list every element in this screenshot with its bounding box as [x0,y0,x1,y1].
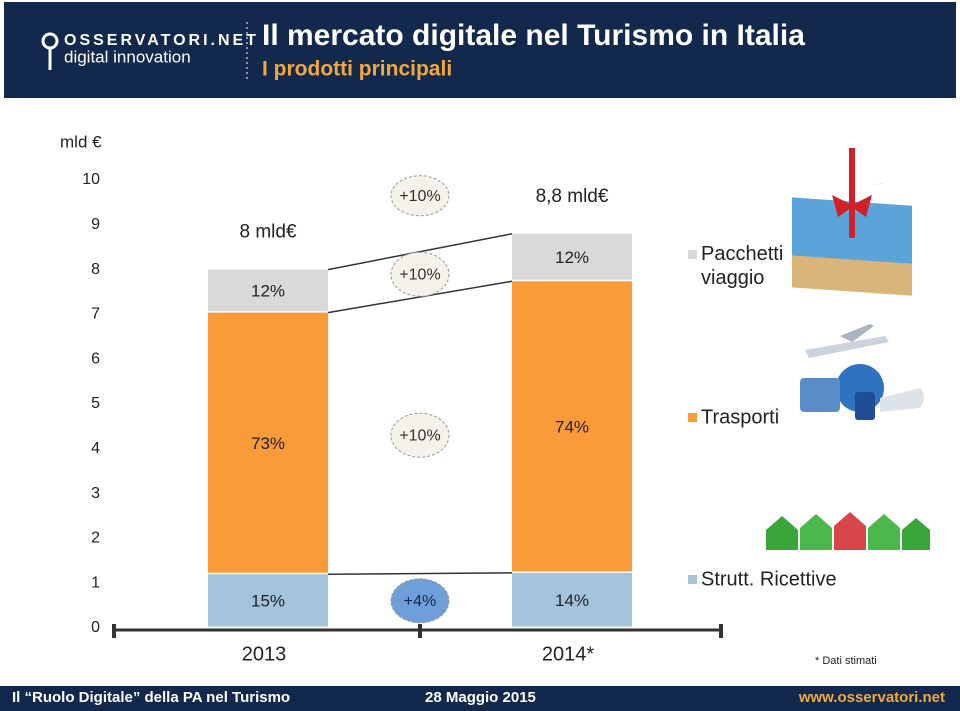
y-unit: mld € [60,132,102,151]
legend-label-line: viaggio [701,267,764,289]
y-tick-label: 2 [91,530,100,547]
connector [327,233,513,271]
legend-swatch [688,413,697,422]
y-tick-label: 0 [91,619,100,636]
growth-label: +10% [399,267,440,284]
y-tick-label: 7 [91,306,100,323]
footer-right: www.osservatori.net [798,689,945,706]
footer-left: Il “Ruolo Digitale” della PA nel Turismo [12,689,290,706]
total-growth-label: +10% [399,188,440,205]
y-tick-label: 4 [91,440,100,457]
growth-badge [390,175,450,217]
subtitle: I prodotti principali [262,58,452,81]
total-label: 8,8 mld€ [536,186,609,207]
share-label: 14% [555,591,589,610]
share-label: 12% [251,282,285,301]
bar-segment [512,572,632,627]
y-tick-label: 8 [91,261,100,278]
icon-gift [792,148,912,296]
legend-swatch [688,250,697,259]
icon-transport [800,324,924,420]
footer-band [0,686,960,711]
note: * Dati stimati [815,655,877,667]
title: Il mercato digitale nel Turismo in Itali… [262,19,805,52]
logo-bottom: digital innovation [64,47,191,66]
x-tick-label: 2013 [242,643,287,665]
header-band [4,2,956,98]
growth-badge [390,412,450,458]
x-tick-label: 2014* [542,643,594,665]
growth-label: +10% [399,427,440,444]
legend-label-line: Pacchetti [701,243,783,265]
connector [327,572,513,575]
y-tick-label: 1 [91,574,100,591]
share-label: 15% [251,592,285,611]
bar-segment [512,281,632,572]
growth-badge [390,578,450,624]
legend-label: Trasporti [701,406,779,428]
share-label: 74% [555,418,589,437]
bar-segment [208,312,328,573]
total-label: 8 mld€ [239,222,296,243]
y-tick-label: 10 [82,171,100,188]
bar-segment [208,269,328,312]
legend-swatch [688,575,697,584]
y-tick-label: 9 [91,216,100,233]
growth-label: +4% [404,593,436,610]
y-tick-label: 6 [91,350,100,367]
growth-badge [390,251,450,297]
y-tick-label: 3 [91,485,100,502]
footer-center: 28 Maggio 2015 [425,689,536,706]
logo-top: OSSERVATORI.NET [64,32,259,49]
y-tick-label: 5 [91,395,100,412]
share-label: 73% [251,434,285,453]
legend-label: Pacchetti viaggio [701,243,783,289]
connector [327,280,513,314]
icon-houses [766,512,930,550]
share-label: 12% [555,248,589,267]
legend-label: Strutt. Ricettive [701,568,837,590]
bar-segment [512,233,632,280]
bar-segment [208,574,328,627]
